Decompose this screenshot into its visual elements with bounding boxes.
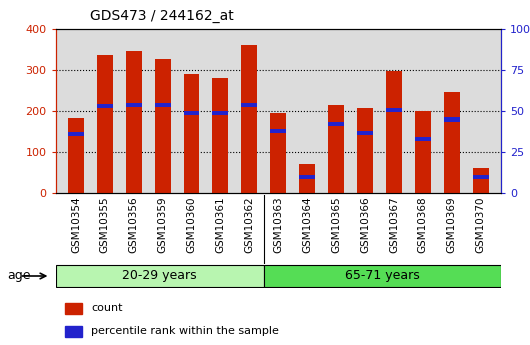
Text: GSM10370: GSM10370 bbox=[475, 196, 485, 253]
Bar bbox=[270, 113, 286, 193]
Text: GSM10363: GSM10363 bbox=[273, 196, 283, 253]
Bar bbox=[473, 168, 489, 193]
Bar bbox=[155, 103, 171, 107]
Bar bbox=[473, 175, 489, 179]
Bar bbox=[183, 75, 199, 193]
Text: GSM10355: GSM10355 bbox=[100, 196, 110, 253]
Bar bbox=[97, 104, 113, 108]
Text: percentile rank within the sample: percentile rank within the sample bbox=[91, 326, 279, 336]
Text: GSM10354: GSM10354 bbox=[71, 196, 81, 253]
Text: GSM10366: GSM10366 bbox=[360, 196, 370, 253]
Bar bbox=[241, 45, 257, 193]
Text: GSM10359: GSM10359 bbox=[157, 196, 167, 253]
Text: 20-29 years: 20-29 years bbox=[122, 269, 197, 283]
Bar bbox=[328, 105, 344, 193]
Bar bbox=[68, 118, 84, 193]
Text: GSM10364: GSM10364 bbox=[302, 196, 312, 253]
Bar bbox=[155, 59, 171, 193]
Text: GSM10361: GSM10361 bbox=[215, 196, 225, 253]
Bar bbox=[357, 108, 373, 193]
Text: count: count bbox=[91, 303, 123, 313]
Bar bbox=[241, 103, 257, 107]
Bar bbox=[328, 122, 344, 126]
Bar bbox=[68, 132, 84, 136]
Bar bbox=[213, 79, 228, 193]
Bar bbox=[97, 55, 113, 193]
Bar bbox=[386, 108, 402, 112]
Bar bbox=[299, 175, 315, 179]
Text: age: age bbox=[7, 269, 30, 283]
Bar bbox=[270, 129, 286, 133]
Text: GSM10360: GSM10360 bbox=[187, 196, 197, 253]
Bar bbox=[299, 164, 315, 193]
Text: GSM10368: GSM10368 bbox=[418, 196, 428, 253]
Bar bbox=[65, 326, 82, 337]
Bar bbox=[386, 71, 402, 193]
Bar bbox=[183, 111, 199, 115]
Bar bbox=[444, 117, 460, 121]
Bar bbox=[444, 92, 460, 193]
Bar bbox=[264, 265, 501, 287]
Bar bbox=[415, 137, 431, 141]
Text: GSM10369: GSM10369 bbox=[447, 196, 457, 253]
Text: GSM10356: GSM10356 bbox=[129, 196, 139, 253]
Bar bbox=[126, 51, 142, 193]
Text: GSM10365: GSM10365 bbox=[331, 196, 341, 253]
Text: GSM10362: GSM10362 bbox=[244, 196, 254, 253]
Text: GDS473 / 244162_at: GDS473 / 244162_at bbox=[90, 9, 234, 23]
Bar bbox=[65, 303, 82, 314]
Bar bbox=[56, 265, 264, 287]
Bar bbox=[126, 103, 142, 107]
Text: GSM10367: GSM10367 bbox=[389, 196, 399, 253]
Text: 65-71 years: 65-71 years bbox=[345, 269, 420, 283]
Bar bbox=[357, 130, 373, 135]
Bar bbox=[213, 111, 228, 115]
Bar bbox=[415, 111, 431, 193]
